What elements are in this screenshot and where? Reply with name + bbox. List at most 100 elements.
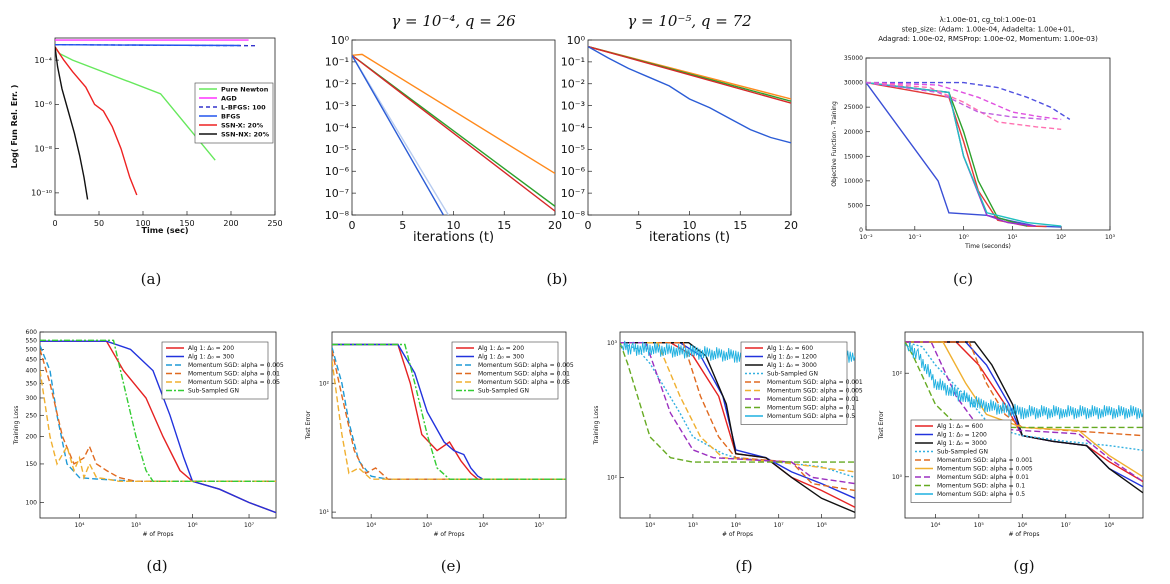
x-axis-label: iterations (t) [649, 230, 730, 245]
x-tick-label: 20 [548, 219, 562, 232]
y-tick-label: 400 [26, 368, 38, 375]
legend-label: Momentum SGD: alpha = 0.005 [478, 362, 574, 369]
series-group [40, 339, 276, 514]
y-tick-label: 100 [26, 500, 38, 507]
y-tick-label: 10⁻⁴ [325, 121, 350, 134]
x-tick-label: 10⁸ [1104, 522, 1115, 529]
y-tick-label: 10⁻⁸ [34, 144, 52, 153]
y-axis-label: Test Error [305, 410, 312, 440]
series-group [352, 53, 555, 215]
legend-label: Alg 1: Δ₀ = 300 [188, 354, 234, 361]
y-tick-label: 10⁻⁴ [34, 56, 52, 65]
y-tick-label: 10⁻⁷ [561, 187, 585, 200]
x-tick-label: 10⁷ [534, 522, 545, 529]
series-line-3 [620, 342, 855, 514]
y-tick-label: 10² [607, 475, 618, 482]
chart-title: γ = 10⁻⁴, q = 26 [391, 12, 516, 30]
panel-caption: (c) [953, 270, 973, 288]
x-tick-label: 50 [94, 219, 104, 228]
x-tick-label: 10⁻² [859, 234, 873, 241]
y-tick-label: 150 [26, 461, 38, 468]
legend-box [194, 82, 274, 144]
legend-label: Sub-Sampled GN [937, 449, 988, 456]
y-tick-label: 10⁻⁶ [561, 165, 586, 178]
y-tick-label: 10⁻² [561, 78, 585, 91]
x-tick-label: 15 [733, 219, 747, 232]
legend-box [740, 341, 848, 425]
y-tick-label: 10⁻⁸ [561, 209, 586, 222]
series-line-7 [866, 81, 1062, 121]
x-axis-label: # of Props [1008, 531, 1039, 538]
x-axis-label: # of Props [722, 531, 753, 538]
y-tick-label: 10⁻⁸ [325, 209, 350, 222]
y-tick-label: 200 [26, 434, 38, 441]
x-tick-label: 10⁶ [188, 522, 199, 529]
chart-title-line: step_size: (Adam: 1.00e-04, Adadelta: 1.… [902, 26, 1075, 34]
x-tick-label: 10² [1056, 234, 1067, 241]
series-line-8 [866, 81, 1062, 130]
x-axis-label: iterations (t) [413, 230, 494, 245]
y-tick-label: 10² [319, 380, 330, 387]
legend-label: Sub-Sampled GN [767, 371, 818, 378]
legend-label: Momentum SGD: alpha = 0.005 [188, 362, 284, 369]
y-tick-label: 10⁻³ [325, 99, 349, 112]
y-tick-label: 10⁻¹ [561, 56, 585, 69]
y-tick-label: 10¹ [319, 509, 330, 516]
legend-label: Sub-Sampled GN [188, 388, 239, 395]
legend-label: Momentum SGD: alpha = 0.05 [188, 379, 280, 386]
series-line-4 [55, 44, 240, 47]
y-tick-label: 5000 [848, 203, 863, 210]
plot-frame [587, 39, 792, 216]
x-tick-label: 10⁷ [244, 522, 255, 529]
legend-label: Alg 1: Δ₀ = 600 [767, 345, 813, 352]
legend-label: Alg 1: Δ₀ = 600 [937, 423, 983, 430]
chart-c: 10⁻² 10⁻¹ 10⁰ 10¹ 10² 10³ 0 5000 10000 15000 20000… [831, 16, 1116, 250]
series-group [332, 343, 566, 480]
chart-title-line: λ:1.00e-01, cg_tol:1.00e-01 [940, 16, 1037, 24]
chart-d: 10⁴ 10⁵ 10⁶ 10⁷ 100 150 200 250 300 350 400 450 500 5… [13, 329, 284, 538]
series-line-5 [40, 370, 276, 482]
series-line-9 [866, 81, 1047, 121]
legend-label: Sub-Sampled GN [478, 388, 529, 395]
legend-label: Alg 1: Δ₀ = 1200 [937, 432, 987, 439]
legend-label: Alg 1: Δ₀ = 1200 [767, 354, 817, 361]
y-tick-label: 15000 [844, 153, 863, 160]
series-line-3 [588, 45, 791, 104]
legend-label: Alg 1: Δ₀ = 300 [478, 354, 524, 361]
x-tick-label: 15 [497, 219, 511, 232]
series-line-6 [40, 339, 276, 482]
y-tick-label: 350 [26, 380, 38, 387]
legend-label: Momentum SGD: alpha = 0.01 [478, 371, 570, 378]
legend-label: Momentum SGD: alpha = 0.005 [937, 466, 1033, 473]
y-tick-label: 25000 [844, 104, 863, 111]
panel-caption: (a) [141, 270, 162, 288]
x-tick-label: 10 [447, 219, 461, 232]
x-tick-label: 10⁷ [1061, 522, 1072, 529]
y-tick-label: 10⁻⁵ [325, 143, 349, 156]
x-axis-label: Time (sec) [142, 226, 189, 235]
legend-label: Alg 1: Δ₀ = 200 [478, 345, 524, 352]
legend-label: Momentum SGD: alpha = 0.5 [767, 413, 855, 420]
legend-label: Alg 1: Δ₀ = 200 [188, 345, 234, 352]
x-tick-label: 100 [135, 219, 150, 228]
panel-caption: (g) [1013, 557, 1034, 575]
x-tick-label: 0 [585, 219, 592, 232]
legend-label: Momentum SGD: alpha = 0.001 [767, 379, 863, 386]
x-tick-label: 10⁷ [774, 522, 785, 529]
x-tick-label: 10⁰ [959, 234, 970, 241]
chart-a: 0 50 100 150 200 250 10⁻⁴ 10⁻⁶ 10⁻⁸ 10⁻¹⁰ Time (se… [10, 37, 283, 235]
legend-label: SSN-X: 20% [221, 121, 264, 129]
series-group [620, 340, 855, 514]
legend-label: BFGS [221, 112, 241, 120]
y-tick-label: 10⁻² [325, 78, 349, 91]
legend-label: Momentum SGD: alpha = 0.01 [188, 371, 280, 378]
y-tick-label: 10⁻⁶ [325, 165, 350, 178]
y-tick-label: 0 [859, 227, 863, 234]
x-tick-label: 10⁴ [645, 522, 656, 529]
series-line-5 [905, 341, 1143, 437]
y-tick-label: 10⁰ [567, 34, 586, 47]
x-tick-label: 10⁵ [974, 522, 985, 529]
y-axis-label: Objective Function - Training [831, 101, 838, 187]
series-line-5 [866, 81, 1062, 227]
